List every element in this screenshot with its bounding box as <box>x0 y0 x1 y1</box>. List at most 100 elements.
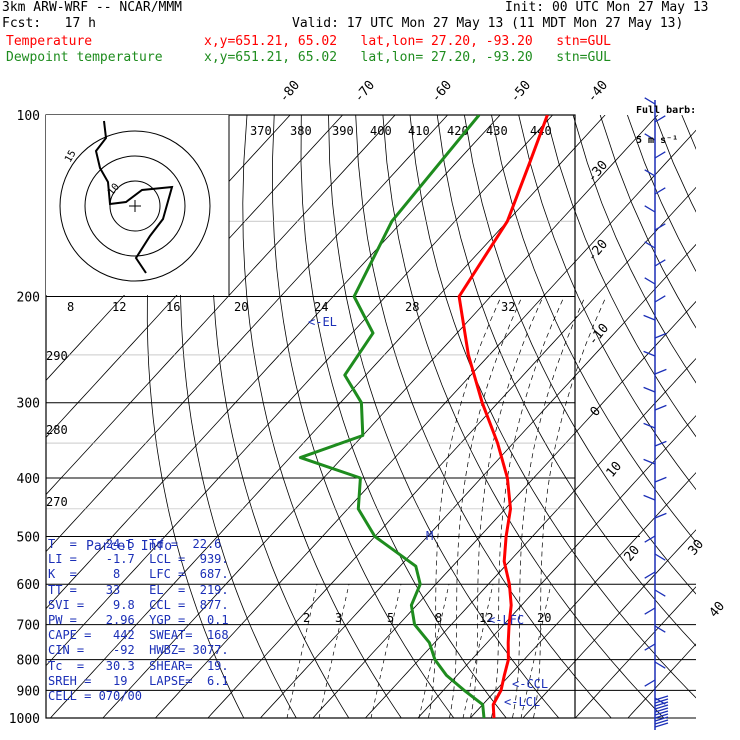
dry-adiabat-line <box>382 115 665 719</box>
dry-adiabat-line <box>242 115 402 719</box>
full-barb-legend: Full barb: 5 m s⁻¹ <box>636 86 696 156</box>
el-annotation: <-EL <box>308 315 337 329</box>
pressure-label: 600 <box>17 578 40 593</box>
wind-barb <box>644 679 656 687</box>
dry-adiabat-line <box>572 115 696 384</box>
hodograph-speed-tick: 20 <box>234 300 248 314</box>
wind-barb <box>654 713 669 719</box>
isotherm-line <box>417 415 696 719</box>
mixing-ratio-label: 12 <box>479 611 493 625</box>
pressure-label: 1000 <box>9 712 40 727</box>
isotherm-line <box>470 472 696 719</box>
legend-dewpoint: Dewpoint temperature <box>6 50 163 65</box>
isotherm-line <box>627 643 696 719</box>
parcel-info-row: PW = 2.96 YGP = 0.1 <box>48 613 229 628</box>
isotherm-label-right: 20 <box>622 543 644 565</box>
parcel-info-row: Tc = 30.3 SHEAR= 19. <box>48 658 229 673</box>
isotherm-label-right: 30 <box>686 537 708 559</box>
dewpoint-line <box>298 115 486 719</box>
isotherm-label-right: -20 <box>585 237 612 265</box>
isotherm-label-top: -60 <box>429 78 456 106</box>
parcel-info-row: LI = -1.7 LCL = 939. <box>48 552 229 567</box>
isotherm-label-right: 40 <box>707 599 729 621</box>
pressure-label: 800 <box>17 654 40 669</box>
lfc-annotation: <-LFC <box>488 613 524 627</box>
isotherm-line <box>312 300 696 719</box>
hodograph-ring <box>84 155 186 257</box>
hodograph-ring-label: 15 <box>63 149 79 165</box>
isotherm-line <box>365 358 696 719</box>
wind-barb <box>654 223 666 231</box>
isotherm-line <box>207 186 696 719</box>
theta-label-left: 290 <box>46 349 68 363</box>
wind-barb <box>644 571 656 579</box>
wind-barb <box>644 277 656 285</box>
wind-barb <box>654 259 666 267</box>
wind-barb <box>644 169 656 177</box>
hodograph-trace <box>94 120 174 274</box>
legend-temperature: Temperature <box>6 34 93 49</box>
isotherm-line <box>260 243 696 719</box>
wind-barb <box>654 704 669 710</box>
wind-barb <box>654 404 667 411</box>
dry-adiabat-line <box>709 115 740 718</box>
pressure-label: 200 <box>17 291 40 306</box>
sounding-traces <box>298 115 549 719</box>
wind-barb <box>654 512 667 519</box>
m-annotation: M <box>426 529 433 543</box>
wind-barb <box>654 368 667 375</box>
mixing-ratio-label: 2 <box>303 611 310 625</box>
moist-adiabat-line <box>491 296 565 719</box>
wind-barb <box>643 422 656 429</box>
theta-label: 400 <box>370 124 392 138</box>
mixing-ratio-line <box>318 584 350 719</box>
isotherm-label-right: -30 <box>585 158 612 186</box>
model-title: 3km ARW-WRF -- NCAR/MMM <box>2 0 183 15</box>
hodograph-speed-tick: 8 <box>67 300 74 314</box>
hodograph-panel <box>46 115 229 295</box>
pressure-label: 900 <box>17 684 40 699</box>
parcel-info-row: SREH = 19 LAPSE= 6.1 <box>48 673 229 688</box>
wind-barb <box>644 205 656 213</box>
theta-label-left: 270 <box>46 495 68 509</box>
wind-barb <box>644 643 656 651</box>
dry-adiabat-line <box>518 115 696 491</box>
dry-adiabat-line <box>409 115 696 699</box>
wind-barb <box>643 458 656 465</box>
mixing-ratio-line <box>286 584 318 719</box>
station-info-dewpoint: x,y=651.21, 65.02 lat,lon= 27.20, -93.20… <box>204 50 611 65</box>
dry-adiabat-line <box>736 115 740 718</box>
wind-barb <box>643 494 656 501</box>
wind-barb <box>654 695 669 701</box>
parcel-info-title: Parcel Info <box>86 539 173 554</box>
wind-barb <box>654 187 666 195</box>
hodograph-speed-tick: 12 <box>112 300 126 314</box>
ccl-annotation: <-CCL <box>512 677 548 691</box>
isotherm-line <box>522 529 696 719</box>
temperature-line <box>457 115 549 719</box>
wind-barb <box>654 476 667 483</box>
parcel-info-row: T = 24.5 Td = 22.6 <box>48 537 222 551</box>
wind-barb <box>643 386 656 393</box>
dry-adiabat-line <box>654 115 696 213</box>
moist-adiabat-line <box>512 296 586 719</box>
dry-adiabat-line <box>211 115 350 719</box>
dry-adiabat-line <box>464 115 696 595</box>
isotherm-label-top: -50 <box>508 78 535 106</box>
hodograph-ring <box>59 130 211 282</box>
mixing-ratio-label: 5 <box>387 611 394 625</box>
wind-barb <box>654 698 669 704</box>
isotherm-label-right: -10 <box>586 321 613 349</box>
hodograph-speed-tick: 28 <box>405 300 419 314</box>
mixing-ratio-line <box>520 584 552 719</box>
wind-barb <box>654 661 666 669</box>
wind-barb <box>643 350 656 357</box>
pressure-label: 300 <box>17 397 40 412</box>
parcel-info-row: SVI = 9.8 CCL = 877. <box>48 597 229 612</box>
wind-barb <box>654 115 666 123</box>
isotherm-label-top: -80 <box>277 78 304 106</box>
dry-adiabat-line <box>681 115 696 150</box>
wind-barb <box>654 707 669 713</box>
